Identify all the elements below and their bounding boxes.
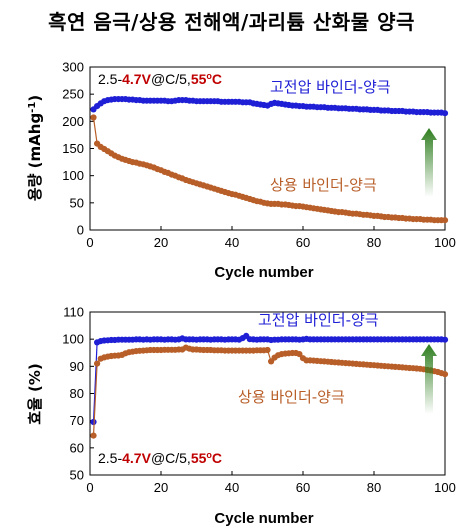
efficiency-data-point: [90, 432, 97, 439]
capacity-condition-label: 2.5-4.7V@C/5,55oC: [98, 71, 222, 87]
efficiency-data-point: [94, 360, 101, 367]
efficiency-data-point: [296, 351, 303, 358]
efficiency-y-tick-label: 90: [70, 359, 84, 374]
efficiency-x-tick-label: 60: [296, 480, 310, 495]
efficiency-x-tick-label: 80: [367, 480, 381, 495]
efficiency-legend-high-voltage: 고전압 바인더-양극: [258, 311, 379, 329]
capacity-y-tick-label: 150: [62, 141, 84, 156]
capacity-y-tick-label: 300: [62, 60, 84, 75]
efficiency-x-tick-label: 40: [225, 480, 239, 495]
capacity-legend-high-voltage: 고전압 바인더-양극: [270, 78, 391, 96]
efficiency-series: [90, 332, 449, 439]
efficiency-data-point: [441, 336, 449, 343]
capacity-y-axis-label: 용량 (mAhg-1): [26, 95, 44, 201]
capacity-data-point: [441, 217, 449, 224]
capacity-y-tick-label: 250: [62, 87, 84, 102]
efficiency-improvement-arrow: [421, 344, 437, 414]
capacity-x-tick-label: 80: [367, 235, 381, 250]
capacity-x-axis-label: Cycle number: [214, 264, 313, 281]
capacity-data-point: [441, 110, 449, 117]
capacity-x-tick-label: 40: [225, 235, 239, 250]
efficiency-data-point: [90, 418, 97, 426]
capacity-y-tick-label: 200: [62, 114, 84, 129]
efficiency-y-tick-label: 60: [70, 440, 84, 455]
efficiency-series-high-voltage: [90, 332, 449, 426]
capacity-x-tick-label: 100: [434, 235, 456, 250]
efficiency-condition-label: 2.5-4.7V@C/5,55oC: [98, 450, 222, 466]
efficiency-y-axis-label: 효율 (%): [26, 363, 44, 425]
capacity-series-commercial: [90, 114, 449, 224]
efficiency-data-point: [441, 371, 449, 378]
efficiency-legend-commercial: 상용 바인더-양극: [238, 388, 345, 406]
capacity-series-high-voltage: [90, 96, 449, 117]
efficiency-y-tick-label: 70: [70, 413, 84, 428]
efficiency-y-tick-label: 110: [63, 305, 84, 320]
figure-title: 흑연 음극/상용 전해액/과리튬 산화물 양극: [48, 10, 415, 34]
capacity-data-point: [90, 114, 97, 121]
efficiency-plot-area: [89, 311, 446, 476]
capacity-x-tick-label: 60: [296, 235, 310, 250]
efficiency-y-tick-label: 80: [70, 386, 84, 401]
capacity-legend-commercial: 상용 바인더-양극: [270, 176, 377, 194]
capacity-improvement-arrow: [421, 128, 437, 197]
capacity-y-tick-label: 0: [77, 223, 84, 238]
efficiency-x-tick-label: 0: [86, 480, 93, 495]
efficiency-y-tick-label: 50: [70, 468, 84, 483]
capacity-x-tick-label: 0: [86, 235, 93, 250]
efficiency-ticks: 0 20 40 60 80 100 50 60 70 80 90 100 110: [62, 305, 456, 496]
efficiency-chart: 0 20 40 60 80 100 50 60 70 80 90 100 110 2.5-4.7V@C/…: [26, 305, 456, 528]
efficiency-x-tick-label: 100: [434, 480, 456, 495]
capacity-x-tick-label: 20: [154, 235, 168, 250]
efficiency-data-point: [264, 346, 271, 354]
capacity-ticks: 0 20 40 60 80 100 0 50 100 150 200 250 300: [62, 60, 456, 251]
efficiency-y-tick-label: 100: [62, 332, 84, 347]
capacity-series: [90, 96, 449, 224]
capacity-chart: 0 20 40 60 80 100 0 50 100 150 200 250 300 2.5-4.7V@…: [26, 60, 456, 282]
capacity-y-tick-label: 100: [62, 168, 84, 183]
efficiency-x-axis-label: Cycle number: [214, 510, 313, 527]
capacity-plot-area: [89, 66, 446, 231]
efficiency-x-tick-label: 20: [154, 480, 168, 495]
capacity-y-tick-label: 50: [70, 195, 84, 210]
